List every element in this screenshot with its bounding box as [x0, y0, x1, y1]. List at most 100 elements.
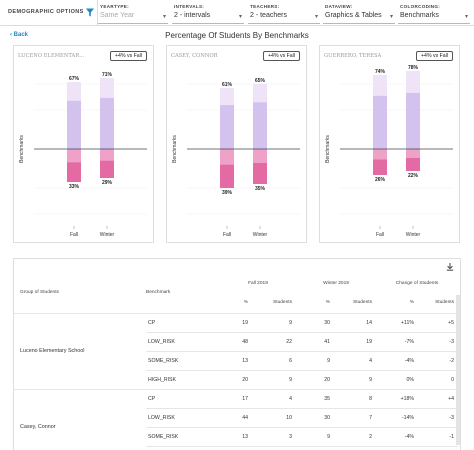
bar-low-risk: [253, 102, 267, 149]
change-students-cell: +5: [418, 312, 458, 332]
colorcoding-select[interactable]: COLORCODING: Benchmarks ▾: [398, 2, 470, 24]
demographic-options-button[interactable]: DEMOGRAPHIC OPTIONS: [0, 0, 98, 26]
winter-pct-cell: 9: [296, 426, 334, 446]
chart-card-3: GUERRERO, TERESA +4% vs Fall Benchmarks 7…: [319, 45, 460, 243]
bar-high-risk: [406, 157, 420, 171]
benchmark-cell: CP: [146, 312, 220, 332]
bar-cp: [373, 75, 387, 96]
teachers-label: TEACHERS:: [250, 4, 280, 9]
data-label-below: 29%: [102, 180, 113, 186]
fall-students-cell: 10: [252, 407, 296, 427]
bar-some-risk: [253, 149, 267, 163]
table-row: SOME_RISK 13 6 9 4 -4% -2: [14, 350, 458, 370]
bar-some-risk: [67, 149, 81, 163]
chevron-down-icon: ▾: [314, 14, 318, 20]
winter-pct-cell: 9: [296, 350, 334, 370]
change-pct-cell: -4%: [376, 350, 418, 370]
change-students-cell: -3: [418, 407, 458, 427]
change-students-cell: +4: [418, 388, 458, 408]
fall-students-cell: 6: [252, 350, 296, 370]
benchmark-chart: Benchmarks 61% 39% Fall 65% 35% Winter: [172, 78, 300, 238]
winter-students-cell: 8: [334, 388, 376, 408]
filter-icon: [86, 8, 94, 17]
fall-students-cell: 3: [252, 426, 296, 446]
benchmark-chart: Benchmarks 74% 26% Fall 78% 22% Winter: [325, 65, 453, 238]
winter-pct-cell: 41: [296, 331, 334, 351]
x-tick-label: Fall: [223, 232, 231, 238]
x-tick-label: Fall: [70, 232, 78, 238]
change-pct-cell: -14%: [376, 407, 418, 427]
data-label-above: 67%: [69, 76, 80, 82]
table-row: Luceno Elementary School CP 19 9 30 14 +11% +5: [14, 312, 458, 389]
change-badge[interactable]: +4% vs Fall: [416, 51, 453, 61]
table-scrollbar[interactable]: [456, 295, 460, 445]
data-label-above: 71%: [102, 72, 113, 78]
bar-low-risk: [100, 97, 114, 149]
pct-header: %: [409, 300, 414, 306]
chevron-left-icon: ‹: [10, 32, 14, 38]
teachers-select[interactable]: TEACHERS: 2 - teachers ▾: [248, 2, 320, 24]
group-name-cell: Luceno Elementary School: [14, 312, 146, 389]
change-badge[interactable]: +4% vs Fall: [263, 51, 300, 61]
bar-high-risk: [220, 164, 234, 188]
bar-high-risk: [373, 159, 387, 175]
winter-students-cell: 6: [334, 445, 376, 450]
fall-students-cell: 9: [252, 369, 296, 389]
dataview-value: Graphics & Tables: [325, 12, 382, 19]
fall-students-cell: 22: [252, 331, 296, 351]
bar-cp: [67, 82, 81, 101]
pct-header: %: [243, 300, 248, 306]
x-tick-label: Winter: [253, 232, 268, 238]
download-icon[interactable]: [446, 263, 454, 271]
winter-students-cell: 4: [334, 350, 376, 370]
fall-pct-cell: 17: [220, 388, 252, 408]
bar-cp: [406, 71, 420, 93]
winter-pct-cell: 26: [296, 445, 334, 450]
chevron-down-icon: ▾: [238, 14, 242, 20]
intervals-value: 2 - intervals: [174, 12, 211, 19]
data-label-below: 22%: [408, 173, 419, 179]
yeartype-select[interactable]: YEARTYPE: Same Year ▾: [98, 2, 168, 24]
back-link[interactable]: ‹ Back: [10, 32, 28, 38]
benchmark-cell: HIGH_RISK: [146, 445, 220, 450]
colorcoding-value: Benchmarks: [400, 12, 439, 19]
bar-cp: [253, 84, 267, 103]
chevron-down-icon: ▾: [389, 14, 393, 20]
benchmark-header: Benchmark: [146, 290, 171, 296]
intervals-label: INTERVALS:: [174, 4, 205, 9]
fall-students-cell: 4: [252, 388, 296, 408]
chart-title: CASEY, CONNOR: [171, 53, 218, 59]
change-pct-cell: +18%: [376, 388, 418, 408]
bar-low-risk: [67, 100, 81, 149]
table-row: Casey, Connor CP 17 4 35 8 +18% +4: [14, 388, 458, 450]
chevron-down-icon: ▾: [464, 14, 468, 20]
table-row: HIGH_RISK 20 9 20 9 0% 0: [14, 369, 458, 389]
group-name-cell: Casey, Connor: [14, 388, 146, 450]
change-students-cell: 0: [418, 445, 458, 450]
table-row: LOW_RISK 48 22 41 19 -7% -3: [14, 331, 458, 351]
teachers-value: 2 - teachers: [250, 12, 287, 19]
winter-pct-cell: 20: [296, 369, 334, 389]
bar-cp: [100, 78, 114, 98]
benchmark-cell: LOW_RISK: [146, 331, 220, 351]
table-row: SOME_RISK 13 3 9 2 -4% -1: [14, 426, 458, 446]
fall-pct-cell: 48: [220, 331, 252, 351]
students-header: Students: [273, 300, 292, 306]
back-label: Back: [13, 32, 29, 38]
intervals-select[interactable]: INTERVALS: 2 - intervals ▾: [172, 2, 244, 24]
y-axis-label: Benchmarks: [172, 135, 178, 163]
dataview-select[interactable]: DATAVIEW: Graphics & Tables ▾: [323, 2, 395, 24]
chevron-down-icon: ▾: [162, 14, 166, 20]
winter-pct-cell: 30: [296, 407, 334, 427]
colorcoding-label: COLORCODING:: [400, 4, 441, 9]
chart-title: LUCENO ELEMENTAR...: [18, 53, 85, 59]
change-badge[interactable]: +4% vs Fall: [110, 51, 147, 61]
winter-header: Winter 2019: [323, 280, 349, 286]
fall-pct-cell: 26: [220, 445, 252, 450]
benchmark-cell: SOME_RISK: [146, 426, 220, 446]
data-label-below: 33%: [69, 184, 80, 190]
fall-students-cell: 9: [252, 312, 296, 332]
chart-card-2: CASEY, CONNOR +4% vs Fall Benchmarks 61% 3…: [166, 45, 307, 243]
bar-some-risk: [220, 149, 234, 165]
dataview-label: DATAVIEW:: [325, 4, 353, 9]
